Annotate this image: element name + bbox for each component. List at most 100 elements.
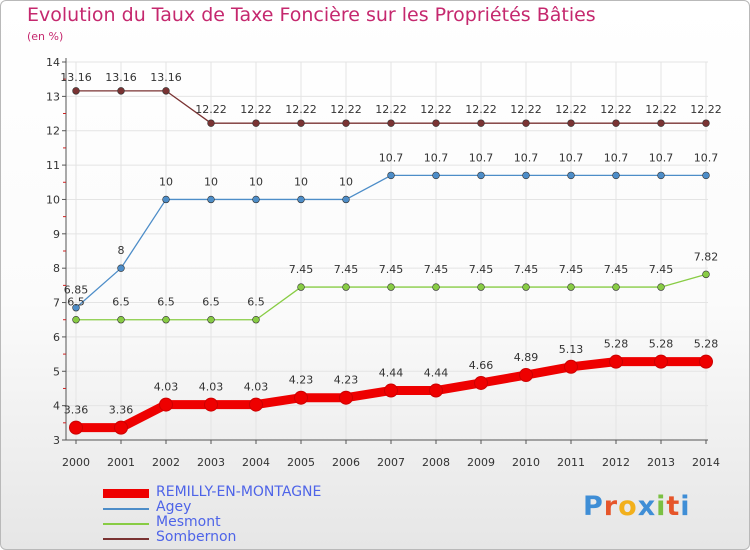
logo-letter: P [583,491,604,522]
data-label: 12.22 [330,103,362,116]
data-point [477,283,485,291]
data-label: 7.45 [559,263,584,276]
y-tick-label: 6 [53,331,60,344]
x-tick-label: 2004 [242,456,270,469]
data-label: 8 [118,244,125,257]
data-label: 10 [204,175,218,188]
data-label: 12.22 [645,103,677,116]
data-label: 10.7 [469,151,494,164]
data-point [657,283,665,291]
data-point [702,270,710,279]
data-point [114,420,128,435]
x-tick-label: 2003 [197,456,225,469]
x-tick-label: 2010 [512,456,540,469]
data-point [702,119,710,127]
data-point [384,383,398,398]
data-point [252,316,260,324]
data-point [567,171,575,180]
data-label: 4.44 [424,367,449,380]
data-label: 13.16 [60,71,92,84]
data-label: 7.45 [604,263,629,276]
y-tick-label: 11 [46,159,60,172]
data-label: 10.7 [559,151,584,164]
data-point [117,264,125,272]
data-point [432,119,440,127]
data-label: 10.7 [379,151,404,164]
data-label: 7.45 [514,263,539,276]
data-label: 12.22 [240,103,272,116]
data-label: 6.85 [64,284,89,297]
legend-swatch-agey [103,508,149,510]
data-label: 4.23 [334,374,359,387]
data-label: 4.66 [469,359,494,372]
data-label: 12.22 [420,103,452,116]
data-label: 12.22 [510,103,542,116]
x-tick-label: 2007 [377,456,405,469]
x-tick-label: 2002 [152,456,180,469]
data-point [387,119,395,127]
data-label: 10.7 [424,151,449,164]
data-point [699,354,713,369]
data-label: 12.22 [375,103,407,116]
data-point [297,195,305,204]
data-point [117,316,125,324]
legend-label-remilly: REMILLY-EN-MONTAGNE [156,484,322,500]
y-tick-label: 4 [53,400,60,413]
data-label: 10.7 [694,151,719,164]
legend-label-sombernon: Sombernon [156,529,237,545]
data-point [162,195,170,204]
chart-subtitle: (en %) [27,30,64,43]
data-point [387,283,395,291]
data-label: 13.16 [105,71,137,84]
data-point [294,390,308,405]
data-label: 5.28 [604,338,629,351]
data-label: 4.44 [379,367,404,380]
data-label: 5.28 [694,338,719,351]
data-label: 12.22 [285,103,317,116]
data-point [204,397,218,412]
data-point [612,283,620,291]
legend-item-agey: Agey [103,499,403,516]
legend-label-mesmont: Mesmont [156,514,221,530]
data-label: 7.45 [334,263,359,276]
logo-letter: x [637,491,657,522]
data-label: 6.5 [157,296,175,309]
data-point [567,119,575,127]
data-point [657,119,665,127]
logo-letter: r [603,491,619,522]
data-point [477,119,485,127]
legend-swatch-sombernon [103,538,149,540]
x-tick-label: 2001 [107,456,135,469]
x-tick-label: 2011 [557,456,585,469]
y-tick-label: 5 [53,365,60,378]
data-point [342,195,350,204]
data-point [342,283,350,291]
data-point [207,195,215,204]
data-point [162,87,170,95]
y-tick-label: 9 [53,228,60,241]
y-tick-label: 10 [46,193,60,206]
x-tick-label: 2000 [62,456,90,469]
data-label: 7.45 [289,263,314,276]
legend-item-sombernon: Sombernon [103,529,403,546]
data-point [612,171,620,180]
data-label: 7.45 [469,263,494,276]
data-label: 10 [339,175,353,188]
data-label: 4.03 [244,381,269,394]
data-point [702,171,710,180]
x-tick-label: 2005 [287,456,315,469]
data-label: 6.5 [67,296,85,309]
data-point [252,119,260,127]
legend-label-agey: Agey [156,499,192,515]
data-point [657,171,665,180]
data-label: 6.5 [112,296,130,309]
data-point [297,119,305,127]
x-tick-label: 2012 [602,456,630,469]
x-tick-label: 2006 [332,456,360,469]
data-label: 5.28 [649,338,674,351]
data-point [654,354,668,369]
legend-item-mesmont: Mesmont [103,514,403,531]
data-label: 7.45 [649,263,674,276]
